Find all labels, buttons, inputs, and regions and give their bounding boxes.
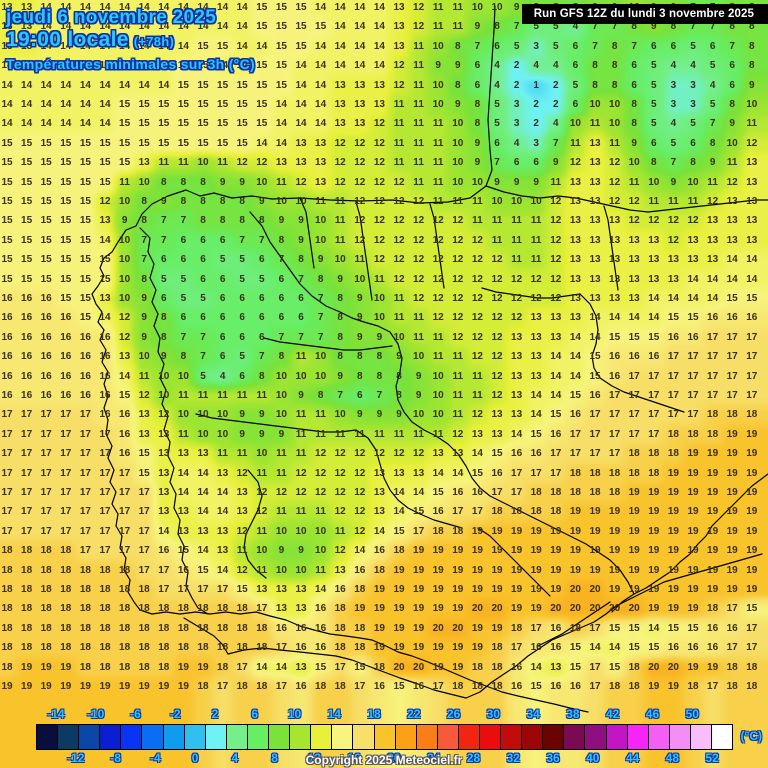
color-swatch (394, 724, 417, 750)
color-swatch (183, 724, 206, 750)
color-swatch (310, 724, 333, 750)
color-swatch (141, 724, 164, 750)
color-swatch (626, 724, 649, 750)
color-swatch (605, 724, 628, 750)
color-swatch (268, 724, 291, 750)
legend-tick-bottom: 4 (231, 751, 239, 765)
legend-tick-top: -10 (86, 707, 105, 721)
legend-tick-top: 2 (211, 707, 219, 721)
color-swatch (289, 724, 312, 750)
legend-tick-bottom: 32 (506, 751, 520, 765)
color-swatch (162, 724, 185, 750)
legend-tick-bottom: 16 (347, 751, 361, 765)
legend-tick-bottom: 36 (546, 751, 560, 765)
legend-tick-bottom: 8 (271, 751, 278, 765)
legend-tick-top: 26 (446, 707, 461, 721)
legend-tick-top: -14 (47, 707, 65, 721)
color-swatch (373, 724, 396, 750)
legend-tick-top: 18 (367, 707, 381, 721)
legend-tick-bottom: 12 (307, 751, 322, 765)
legend-tick-top: 22 (407, 707, 421, 721)
color-swatch (478, 724, 502, 750)
color-swatch (436, 724, 459, 750)
color-swatch (500, 724, 523, 750)
legend-tick-bottom: 40 (586, 751, 600, 765)
legend-tick-top: 38 (566, 707, 580, 721)
forecast-time: 19:00 locale (6, 27, 129, 51)
color-swatch (246, 724, 270, 750)
legend-tick-top: 14 (327, 707, 341, 721)
color-swatch (352, 724, 375, 750)
color-swatch (668, 724, 691, 750)
color-swatch (225, 724, 248, 750)
color-swatch (120, 724, 143, 750)
map-parameter-label: Températures minimales sur 3h (°C) (6, 55, 255, 72)
legend-tick-top: -2 (169, 707, 181, 721)
copyright-notice: Copyright 2025 Meteociel.fr (305, 753, 463, 767)
color-swatch (542, 724, 565, 750)
legend-tick-top: 10 (287, 707, 302, 721)
color-scale-legend: (°C) -14 -10 -6 -2 2 6 10 14 18 22 26 30 34 38 42 46 50-… (0, 706, 768, 768)
legend-tick-top: 30 (486, 707, 501, 721)
color-swatch (647, 724, 670, 750)
color-swatch (204, 724, 227, 750)
legend-tick-bottom: 28 (466, 751, 481, 765)
map-title-block: jeudi 6 novembre 2025 19:00 locale (+78h… (6, 8, 255, 72)
color-swatch (36, 724, 59, 750)
color-swatch (78, 724, 101, 750)
color-swatch (415, 724, 438, 750)
color-swatch (57, 724, 80, 750)
legend-tick-bottom: -8 (110, 751, 121, 765)
legend-tick-bottom: 24 (427, 751, 441, 765)
legend-tick-bottom: 52 (705, 751, 719, 765)
legend-tick-top: 50 (685, 707, 699, 721)
forecast-date: jeudi 6 novembre 2025 (6, 7, 217, 28)
legend-tick-top: 34 (526, 707, 540, 721)
color-swatch (457, 724, 480, 750)
color-swatch (584, 724, 607, 750)
legend-tick-top: 6 (251, 707, 259, 721)
color-scale-bar (36, 724, 734, 750)
legend-tick-top: 46 (645, 707, 660, 721)
color-swatch (521, 724, 544, 750)
legend-unit-label: (°C) (740, 729, 762, 743)
color-swatch (689, 724, 712, 750)
legend-tick-bottom: 20 (387, 751, 401, 765)
color-swatch (99, 724, 122, 750)
model-run-banner: Run GFS 12Z du lundi 3 novembre 2025 (521, 4, 768, 24)
forecast-lead-time: (+78h) (133, 34, 175, 50)
color-swatch (563, 724, 586, 750)
legend-tick-bottom: 0 (191, 751, 199, 765)
legend-tick-top: -6 (130, 707, 141, 721)
legend-tick-top: 42 (605, 707, 620, 721)
legend-tick-bottom: -12 (67, 751, 85, 765)
color-swatch (711, 724, 734, 750)
legend-tick-bottom: -4 (149, 751, 161, 765)
legend-tick-bottom: 48 (665, 751, 680, 765)
color-swatch (331, 724, 354, 750)
legend-tick-bottom: 44 (625, 751, 640, 765)
